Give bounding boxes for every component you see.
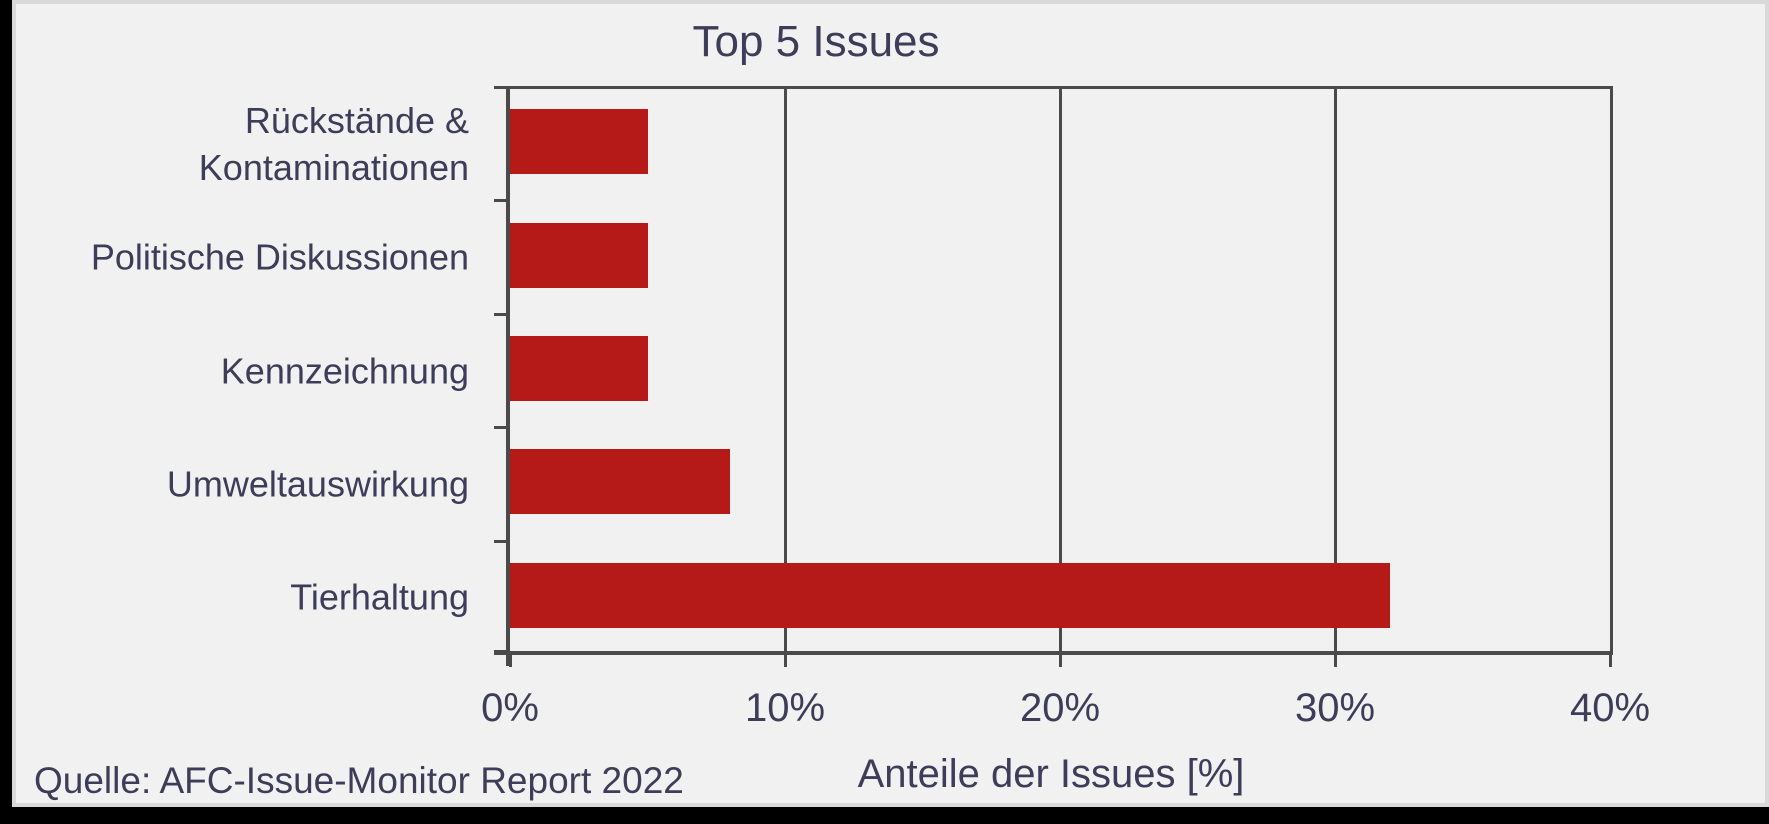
y-axis-tick [494,199,507,203]
y-axis-tick [494,312,507,316]
x-axis-tick [508,655,512,667]
x-axis-tick [1058,655,1062,667]
x-axis-tick-label: 20% [1019,686,1101,730]
y-axis-line [506,86,510,666]
y-axis-tick [494,650,507,653]
category-label: Rückstände & Kontaminationen [198,99,469,188]
x-axis-tick-label: 40% [1569,686,1651,730]
x-axis-tick-label: 30% [1294,686,1376,730]
x-axis-line [494,651,1613,655]
category-label: Politische Diskussionen [90,236,469,278]
category-label: Tierhaltung [290,576,469,618]
bar [510,336,648,401]
source-note: Quelle: AFC-Issue-Monitor Report 2022 [34,760,684,801]
bar [510,222,648,288]
chart-card: Top 5 Issues Rückstände & Kontaminatione… [12,0,1769,807]
plot-border-right [1610,86,1613,654]
gridline [1058,87,1062,654]
bar [510,109,648,175]
y-axis-tick [494,426,507,430]
x-axis-tick-label: 0% [481,686,539,730]
x-axis-title: Anteile der Issues [%] [857,752,1245,796]
x-axis-tick [1333,655,1337,667]
y-axis-tick [494,86,507,89]
x-axis-tick [1608,655,1612,667]
category-label: Kennzeichnung [220,350,469,391]
chart-title: Top 5 Issues [692,17,940,66]
x-axis-tick [783,655,787,667]
bar [510,449,730,515]
category-label: Umweltauswirkung [166,463,469,505]
y-axis-tick [494,539,507,543]
gridline [783,87,787,654]
bar [510,562,1390,628]
gridline [1333,87,1337,654]
x-axis-tick-label: 10% [744,686,826,730]
